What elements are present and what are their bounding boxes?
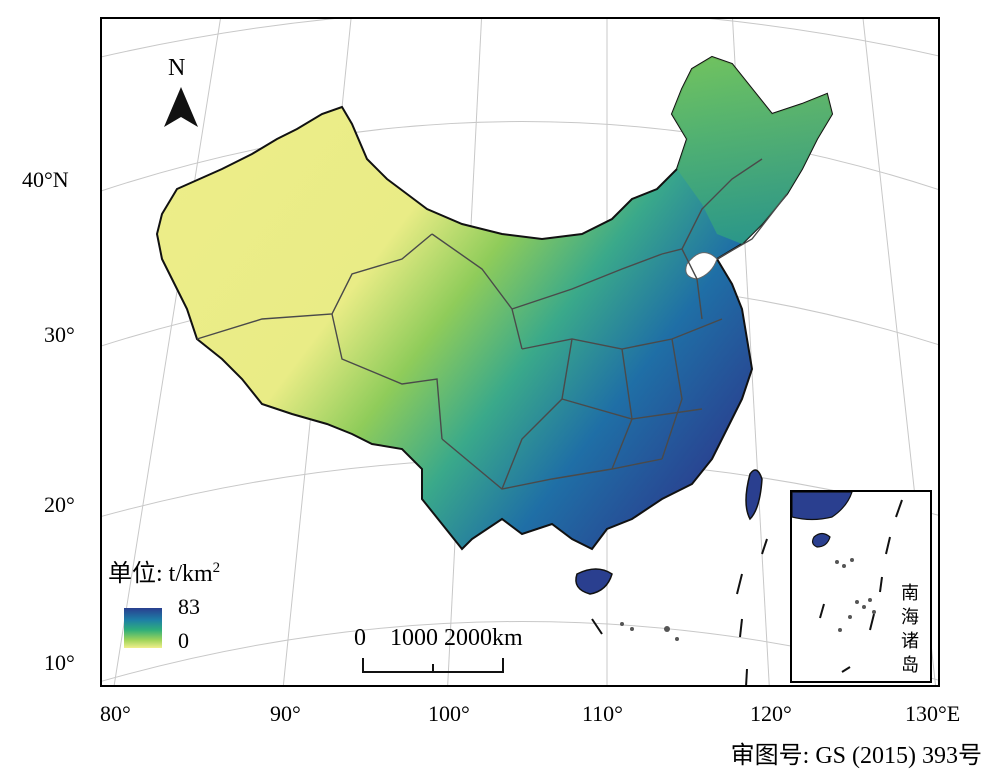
inset-label-char: 海 [901, 607, 919, 628]
inset-label-char: 南 [901, 583, 919, 604]
scale-bar-labels: 0 1000 2000km [354, 625, 523, 651]
legend-unit-exponent: 2 [212, 560, 221, 576]
north-label: N [168, 55, 186, 81]
map-frame [100, 17, 940, 687]
north-arrow-icon [164, 87, 198, 127]
legend-color-bar [124, 608, 162, 648]
latitude-label-40: 40°N [22, 167, 69, 192]
scale-bar [362, 658, 504, 673]
latitude-label-10: 10° [44, 650, 75, 675]
legend-unit: 单位: t/km [108, 561, 213, 587]
inset-label: 南 海 诸 岛 [900, 582, 920, 678]
province-boundaries [196, 158, 788, 490]
longitude-label-130: 130°E [905, 701, 961, 726]
map-canvas [102, 19, 938, 685]
nine-dash-line [591, 538, 768, 685]
legend-max-label: 83 [178, 594, 200, 619]
south-china-sea-inset: 南 海 诸 岛 [790, 490, 932, 683]
longitude-label-120: 120° [750, 701, 792, 726]
inset-label-char: 诸 [901, 631, 919, 652]
longitude-label-110: 110° [582, 701, 623, 726]
inset-label-char: 岛 [901, 655, 919, 676]
hainan-island [575, 568, 613, 595]
longitude-label-100: 100° [428, 701, 470, 726]
inset-map [792, 492, 903, 673]
longitude-label-90: 90° [270, 701, 301, 726]
longitude-label-80: 80° [100, 701, 131, 726]
south-china-sea-islands [620, 622, 679, 641]
legend-title: 单位: t/km2 [108, 553, 220, 588]
legend-min-label: 0 [178, 628, 189, 653]
northeast-region [672, 57, 832, 244]
taiwan-island [745, 469, 763, 521]
latitude-label-20: 20° [44, 492, 75, 517]
map-approval-number: 审图号: GS (2015) 393号 [730, 743, 982, 769]
latitude-label-30: 30° [44, 322, 75, 347]
